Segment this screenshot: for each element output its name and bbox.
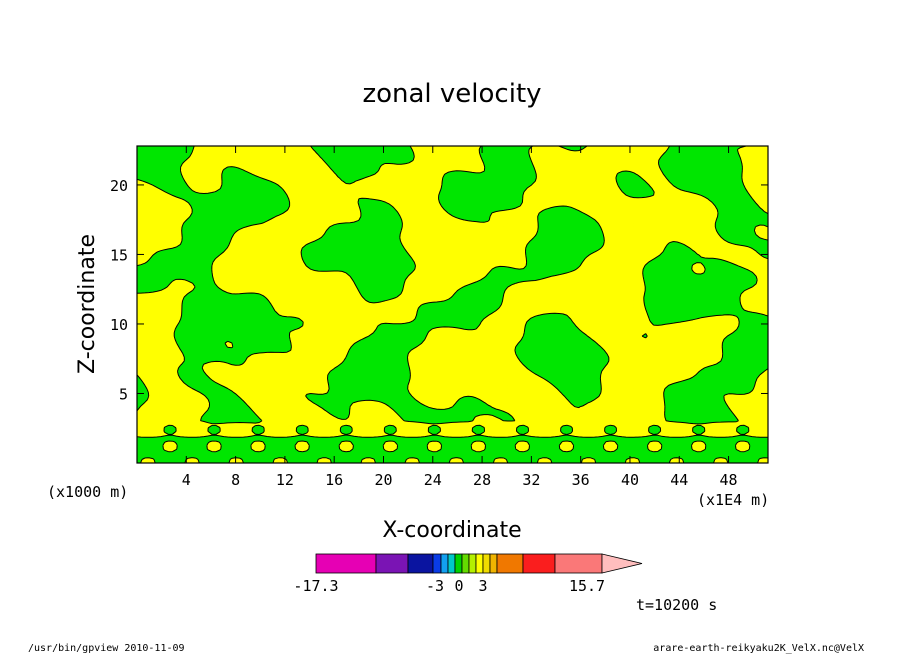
colorbar-segment — [482, 553, 491, 574]
x-tick-label: 4 — [182, 471, 191, 489]
y-tick-label: 20 — [110, 177, 128, 195]
colorbar-label-neg3: -3 — [426, 577, 444, 595]
plot-frame — [136, 145, 769, 464]
x-tick-label: 36 — [572, 471, 590, 489]
colorbar-segment — [432, 553, 442, 574]
colorbar-label-zero: 0 — [454, 577, 463, 595]
x-tick-label: 8 — [231, 471, 240, 489]
colorbar-label-pos3: 3 — [478, 577, 487, 595]
footer-file: arare-earth-reikyaku2K_VelX.nc@VelX — [653, 643, 864, 654]
plot-area — [136, 145, 769, 464]
x-tick-label: 32 — [522, 471, 540, 489]
colorbar-segment — [522, 553, 556, 574]
x-tick-label: 24 — [424, 471, 442, 489]
y-unit-label: (x1000 m) — [47, 483, 128, 501]
colorbar-segment — [489, 553, 498, 574]
colorbar-segment — [461, 553, 470, 574]
x-tick-label: 48 — [720, 471, 738, 489]
y-tick-label: 5 — [119, 385, 128, 403]
x-tick-label: 40 — [621, 471, 639, 489]
footer-program: /usr/bin/gpview 2010-11-09 — [28, 643, 185, 654]
x-tick-label: 28 — [473, 471, 491, 489]
x-axis-label: X-coordinate — [382, 518, 521, 543]
colorbar-label-max: 15.7 — [569, 577, 605, 595]
x-unit-label: (x1E4 m) — [697, 491, 769, 509]
colorbar-segment — [475, 553, 484, 574]
x-tick-label: 44 — [670, 471, 688, 489]
x-tick-label: 16 — [325, 471, 343, 489]
colorbar-segment — [554, 553, 603, 574]
colorbar-segment — [468, 553, 477, 574]
colorbar-segment — [407, 553, 434, 574]
y-tick-label: 15 — [110, 246, 128, 264]
chart-title: zonal velocity — [362, 79, 541, 109]
colorbar-extension-arrow — [601, 553, 643, 574]
colorbar-segment — [496, 553, 524, 574]
y-axis-label: Z-coordinate — [75, 234, 100, 374]
colorbar — [315, 553, 643, 574]
velocity-field — [137, 146, 768, 463]
time-label: t=10200 s — [636, 596, 717, 614]
colorbar-segment — [440, 553, 449, 574]
colorbar-segment — [454, 553, 463, 574]
x-axis-ticks: 4 8 12 16 20 24 28 32 36 40 44 48 — [182, 146, 738, 489]
y-axis-ticks: 5 10 15 20 — [110, 177, 768, 403]
y-tick-label: 10 — [110, 316, 128, 334]
colorbar-segment — [447, 553, 456, 574]
x-tick-label: 20 — [374, 471, 392, 489]
colorbar-segment — [375, 553, 409, 574]
colorbar-segment — [315, 553, 377, 574]
x-tick-label: 12 — [276, 471, 294, 489]
colorbar-label-min: -17.3 — [293, 577, 338, 595]
